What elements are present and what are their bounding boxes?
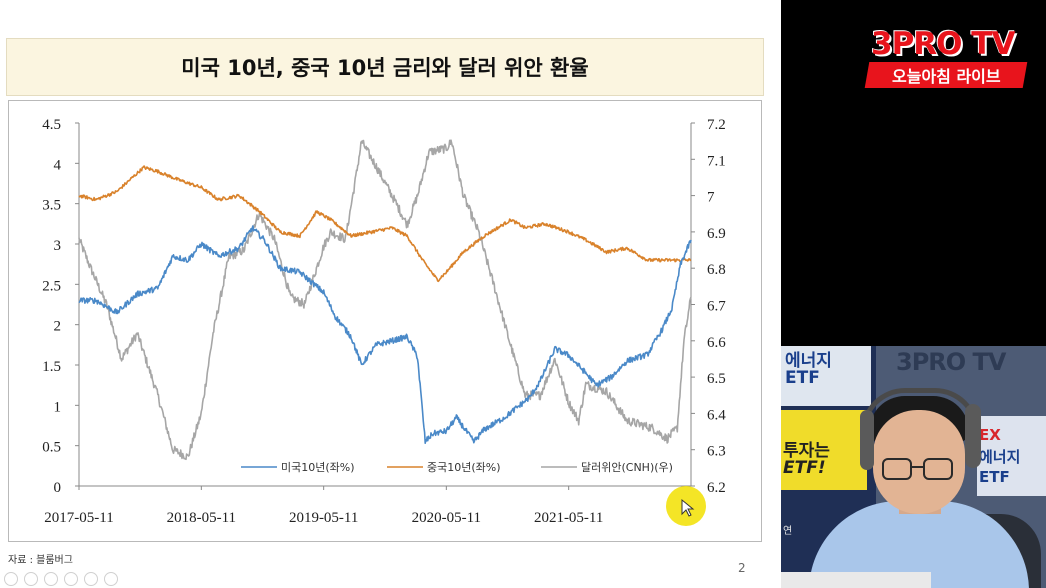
- series-line: [78, 139, 692, 461]
- channel-logo-text: 3PRO TV: [871, 26, 1015, 62]
- x-tick-label: 2021-05-11: [534, 510, 603, 526]
- studio-poster: 투자는 ETF!: [781, 410, 867, 490]
- glasses-bridge: [912, 466, 923, 468]
- glasses-lens: [882, 458, 912, 480]
- title-banner: 미국 10년, 중국 10년 금리와 달러 위안 환율: [6, 38, 764, 96]
- page-number: 2: [738, 561, 746, 575]
- broadcast-panel: 3PRO TV 오늘아침 라이브 3PRO TV 에너지 ETF 투자는 ETF…: [781, 0, 1046, 588]
- legend-label: 중국10년(좌%): [427, 461, 501, 474]
- source-note: 자료 : 블룸버그: [8, 555, 73, 566]
- y-right-tick-label: 6.2: [707, 480, 726, 496]
- y-right-tick-label: 6.8: [707, 262, 726, 278]
- y-left-tick-label: 4.5: [42, 117, 61, 133]
- headset-earcup: [860, 410, 874, 470]
- program-badge: 오늘아침 라이브: [864, 62, 1028, 88]
- y-right-tick-label: 6.7: [707, 299, 726, 315]
- y-left-tick-label: 0.5: [42, 440, 61, 456]
- y-right-tick-label: 6.5: [707, 371, 726, 387]
- y-left-tick-label: 2: [54, 319, 62, 335]
- chart-legend: 미국10년(좌%) 중국10년(좌%) 달러위안(CNH)(우): [241, 461, 673, 474]
- presentation-toolbar: [4, 572, 118, 586]
- previous-icon[interactable]: [4, 572, 18, 586]
- glasses-lens: [923, 458, 953, 480]
- y-left-tick-label: 2.5: [42, 278, 61, 294]
- studio-poster: 에너지 ETF: [781, 346, 871, 406]
- x-tick-label: 2019-05-11: [289, 510, 358, 526]
- legend-label: 달러위안(CNH)(우): [581, 461, 673, 474]
- mouse-cursor-highlight: [666, 486, 706, 526]
- y-left-tick-label: 3.5: [42, 198, 61, 214]
- headset-earcup: [965, 404, 981, 468]
- x-tick-label: 2018-05-11: [167, 510, 236, 526]
- broadcast-logo-area: 3PRO TV 오늘아침 라이브: [781, 0, 1046, 346]
- y-right-tick-label: 7: [707, 190, 715, 206]
- y-left-tick-label: 0: [54, 480, 62, 496]
- y-right-tick-label: 6.4: [707, 407, 726, 423]
- desk-monitor: [781, 572, 931, 588]
- webcam-feed: 3PRO TV 에너지 ETF 투자는 ETF! EX 에너지 ETF 연: [781, 346, 1046, 588]
- y-right-tick-label: 6.3: [707, 444, 726, 460]
- y-left-tick-label: 3: [54, 238, 62, 254]
- y-right-tick-label: 7.1: [707, 153, 726, 169]
- studio-poster: EX 에너지 ETF: [977, 416, 1046, 496]
- series-line: [78, 225, 692, 445]
- slide-title: 미국 10년, 중국 10년 금리와 달러 위안 환율: [181, 56, 589, 80]
- channel-logo: 3PRO TV 오늘아침 라이브: [864, 26, 1028, 92]
- y-right-tick-label: 6.9: [707, 226, 726, 242]
- poster-text: 에너지: [979, 448, 1021, 466]
- poster-text: ETF: [979, 468, 1010, 486]
- chart-axes: 0 0.5 1 1.5 2 2.5 3 3.5 4 4.5 6.2 6.3 6.4 6.5 6.6 6.7 6.…: [42, 117, 726, 526]
- pen-icon[interactable]: [44, 572, 58, 586]
- poster-text: 투자는: [783, 441, 830, 461]
- poster-text: ETF: [785, 368, 820, 388]
- series-line: [78, 165, 692, 283]
- x-tick-label: 2020-05-11: [412, 510, 481, 526]
- y-left-tick-label: 4: [54, 157, 62, 173]
- studio-logo: 3PRO TV: [896, 348, 1006, 376]
- program-title: 오늘아침 라이브: [891, 67, 1001, 86]
- poster-text: ETF!: [783, 458, 826, 478]
- poster-text: EX: [979, 426, 1001, 444]
- chart-series: [78, 139, 692, 461]
- zoom-icon[interactable]: [84, 572, 98, 586]
- y-left-tick-label: 1: [54, 399, 62, 415]
- slides-icon[interactable]: [64, 572, 78, 586]
- studio-caption: 연: [783, 526, 793, 537]
- poster-text: 에너지: [785, 351, 832, 371]
- y-right-tick-label: 7.2: [707, 117, 726, 133]
- presentation-slide: 미국 10년, 중국 10년 금리와 달러 위안 환율 0 0.5 1 1.5 2 2.5…: [4, 38, 764, 586]
- y-right-tick-label: 6.6: [707, 335, 726, 351]
- y-left-tick-label: 1.5: [42, 359, 61, 375]
- next-icon[interactable]: [24, 572, 38, 586]
- line-chart: 0 0.5 1 1.5 2 2.5 3 3.5 4 4.5 6.2 6.3 6.4 6.5 6.6 6.7 6.…: [42, 117, 726, 526]
- legend-label: 미국10년(좌%): [281, 461, 355, 474]
- more-icon[interactable]: [104, 572, 118, 586]
- x-tick-label: 2017-05-11: [44, 510, 113, 526]
- chart-frame: 0 0.5 1 1.5 2 2.5 3 3.5 4 4.5 6.2 6.3 6.4 6.5 6.6 6.7 6.…: [8, 100, 762, 542]
